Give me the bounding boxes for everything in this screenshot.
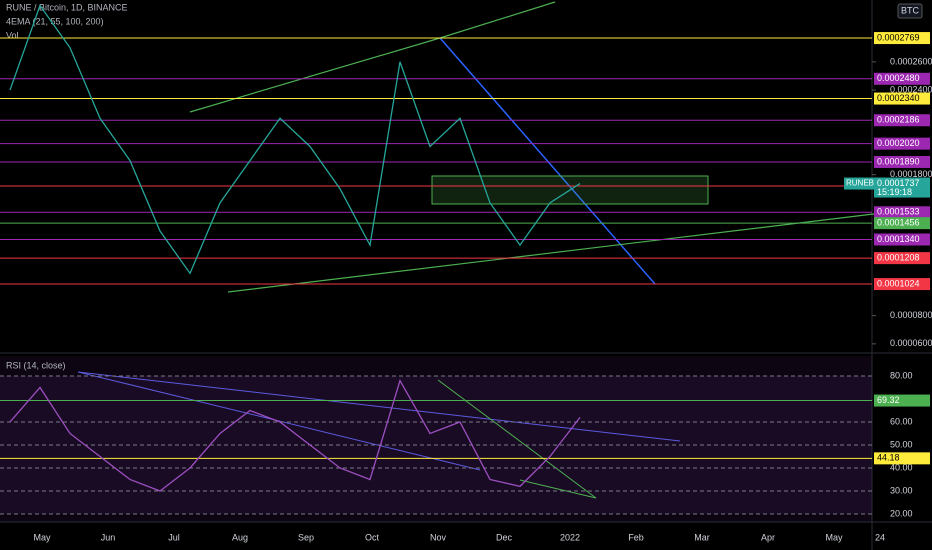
volume-legend: Vol (6, 30, 19, 40)
y-tick-label: 50.00 (890, 439, 913, 449)
trendline (189, 37, 441, 113)
x-tick-label: May (33, 532, 51, 542)
x-tick-label: Mar (694, 532, 710, 542)
x-tick-label: Jul (168, 532, 180, 542)
level-tag-label: 69.32 (877, 395, 900, 405)
rsi-legend: RSI (14, close) (6, 360, 66, 370)
level-tag (874, 206, 930, 219)
y-tick-label: 60.00 (890, 416, 913, 426)
y-tick-label: 0.0002600 (890, 56, 932, 66)
price-line (9, 378, 581, 492)
x-tick-label: Feb (628, 532, 644, 542)
level-tag (874, 32, 930, 45)
level-tag-label: 0.0001208 (877, 252, 920, 262)
level-tag-label: 0.0002340 (877, 93, 920, 103)
level-tag-label: 0.0001024 (877, 278, 920, 288)
rsi-trendline (519, 479, 597, 499)
trendline (439, 1, 556, 39)
trendline (227, 211, 891, 293)
level-tag-label: 0.0002480 (877, 73, 920, 83)
x-tick-label: Sep (298, 532, 314, 542)
x-tick-label: Oct (365, 532, 380, 542)
level-tag (874, 278, 930, 291)
symbol-title: RUNE / Bitcoin, 1D, BINANCE (6, 2, 128, 12)
level-tag-label: 0.0002020 (877, 138, 920, 148)
y-tick-label: 0.0000800 (890, 310, 932, 320)
level-tag (874, 217, 930, 230)
last-price-box (874, 177, 930, 198)
x-tick-label: 2022 (560, 532, 580, 542)
level-tag (874, 114, 930, 127)
last-price-name: RUNEBTC (846, 179, 885, 188)
price-line (9, 4, 581, 275)
y-tick-label: 0.0000600 (890, 338, 932, 348)
level-tag (874, 92, 930, 105)
x-tick-label: 24 (875, 532, 885, 542)
y-tick-label: 30.00 (890, 485, 913, 495)
x-tick-label: Jun (101, 532, 116, 542)
last-price-label: 0.0001737 (877, 178, 920, 188)
ema-legend: 4EMA (21, 55, 100, 200) (6, 16, 104, 26)
y-tick-label: 0.0001800 (890, 169, 932, 179)
level-tag (874, 137, 930, 150)
level-tag (874, 233, 930, 246)
level-tag (874, 452, 930, 465)
y-tick-label: 0.0002400 (890, 84, 932, 94)
x-tick-label: May (825, 532, 843, 542)
level-tag (874, 394, 930, 407)
x-tick-label: Nov (430, 532, 447, 542)
y-tick-label: 20.00 (890, 508, 913, 518)
rsi-trendline (77, 371, 681, 442)
level-tag-label: 0.0001890 (877, 156, 920, 166)
level-tag-label: 44.18 (877, 453, 900, 463)
level-tag-label: 0.0002769 (877, 32, 920, 42)
y-tick-label: 80.00 (890, 370, 913, 380)
level-tag-label: 0.0001340 (877, 234, 920, 244)
countdown: 15:19:18 (877, 187, 912, 197)
last-price-tag (844, 177, 874, 190)
level-tag (874, 155, 930, 168)
level-tag (874, 72, 930, 85)
x-tick-label: Apr (761, 532, 775, 542)
currency-button-label[interactable]: BTC (901, 5, 920, 15)
rsi-trendline (437, 379, 597, 499)
x-tick-label: Aug (232, 532, 248, 542)
level-tag-label: 0.0002186 (877, 115, 920, 125)
currency-button[interactable] (897, 3, 923, 19)
y-tick-label: 40.00 (890, 462, 913, 472)
level-tag-label: 0.0001533 (877, 207, 920, 217)
x-tick-label: Dec (496, 532, 513, 542)
level-tag-label: 0.0001456 (877, 218, 920, 228)
level-tag (874, 252, 930, 265)
